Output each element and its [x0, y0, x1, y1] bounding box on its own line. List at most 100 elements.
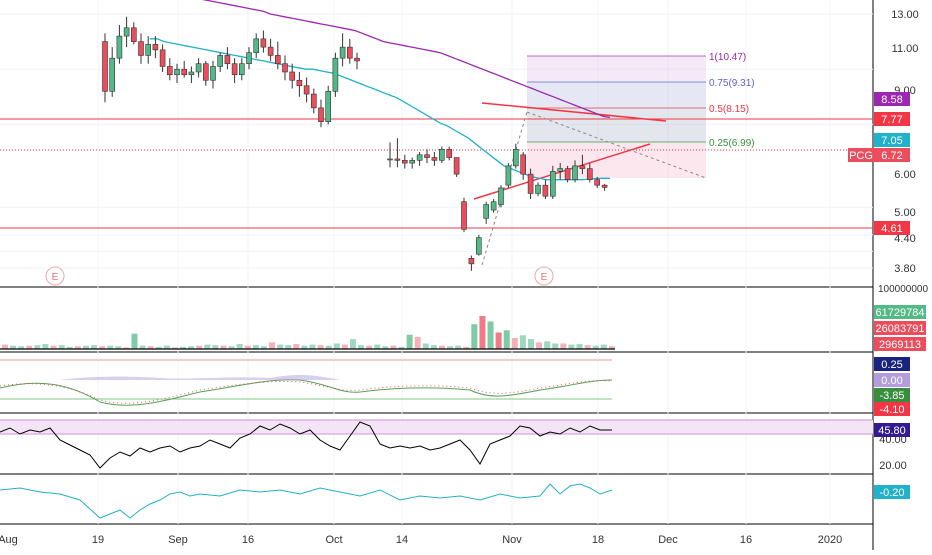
candle-body [572, 165, 578, 180]
volume-bar [293, 344, 300, 349]
fib-label: 0.5(8.15) [709, 104, 749, 115]
candle-body [431, 157, 438, 161]
candle-body [217, 55, 223, 67]
volume-bar [50, 345, 57, 349]
projection-line-down [526, 111, 707, 179]
price-axis-label: 3.80 [894, 263, 915, 275]
candle-body [289, 71, 296, 81]
volume-bar [244, 345, 251, 349]
volume-bar [91, 345, 98, 349]
fib-zone-lower [527, 108, 706, 142]
candle-body [601, 184, 608, 188]
stoch-badge-2-text: 0.00 [881, 375, 902, 387]
rsi-badge-text: 45.80 [878, 425, 906, 437]
candle-body [520, 154, 527, 175]
volume-bar [212, 345, 219, 349]
volume-bar [398, 346, 405, 349]
projection-line-up [481, 111, 528, 266]
time-axis-label: 14 [396, 534, 408, 546]
vol-badge-1 [874, 305, 926, 319]
volume-bar [301, 345, 308, 349]
volume-bar [576, 344, 583, 349]
badge-705 [874, 133, 910, 147]
earnings-marker [45, 266, 65, 286]
volume-bar [26, 345, 33, 349]
volume-bar [58, 345, 65, 349]
candle-body [579, 165, 586, 169]
volume-bar [333, 343, 340, 349]
volume-bar [123, 347, 130, 349]
candle-body [483, 204, 490, 219]
badge-last [874, 148, 910, 162]
volume-axis-label: 100000000 [878, 284, 928, 295]
volume-bar [560, 343, 567, 349]
osc-badge-text: -0.20 [879, 487, 904, 499]
stoch-badge-4-text: -4.10 [879, 404, 904, 416]
badge-858-text: 8.58 [881, 94, 902, 106]
candle-body [231, 63, 238, 76]
candle-body [239, 63, 245, 76]
time-axis-label: Aug [0, 534, 18, 546]
stoch-d-line [0, 380, 613, 404]
oscillator-line [0, 483, 613, 519]
stoch-badge-4 [874, 402, 910, 416]
candle-body [174, 68, 180, 76]
candle-body [131, 27, 137, 42]
badge-777-text: 7.77 [881, 114, 902, 126]
badge-777 [874, 112, 910, 126]
volume-bar [220, 345, 227, 349]
candle-body [109, 57, 115, 92]
price-axis-label: 13.00 [891, 9, 919, 21]
stoch-badge-1-text: 0.25 [881, 359, 902, 371]
volume-bar [82, 345, 89, 349]
volume-bar [74, 346, 81, 349]
candle-body [303, 85, 310, 95]
volume-bar [527, 339, 534, 349]
vol-badge-3 [874, 337, 926, 351]
time-axis-label: 16 [242, 534, 254, 546]
volume-bar [155, 346, 162, 349]
volume-bar [99, 346, 106, 349]
trendline-upper [481, 102, 667, 122]
candle-body [401, 160, 408, 164]
symbol-tag-text: PCG [849, 150, 873, 162]
volume-bar [544, 341, 551, 349]
candle-body [453, 157, 460, 175]
candle-body [409, 160, 416, 164]
candle-body [535, 184, 541, 194]
earnings-marker-label: E [541, 272, 548, 283]
volume-bar [309, 344, 316, 349]
candle-body [394, 158, 401, 161]
volume-bar [552, 343, 559, 349]
volume-bar [10, 345, 17, 349]
candle-body [354, 57, 360, 62]
candle-body [310, 93, 317, 109]
volume-bar [42, 344, 49, 349]
stoch-k-line [0, 379, 613, 406]
candle-body [274, 55, 281, 64]
candle-body [167, 66, 173, 76]
fib-zone-top [527, 56, 706, 82]
candle-body [416, 154, 423, 161]
candle-body [446, 148, 453, 158]
volume-bar [163, 345, 170, 349]
earnings-marker-label: E [52, 272, 59, 283]
candle-body [102, 41, 108, 92]
volume-bar [358, 345, 365, 349]
candle-body [461, 201, 467, 230]
candle-body [387, 158, 393, 161]
badge-461-text: 4.61 [881, 223, 902, 235]
fib-label: 1(10.47) [709, 52, 746, 63]
volume-bar [107, 345, 114, 349]
time-axis-label: 19 [92, 534, 104, 546]
candle-body [267, 46, 274, 56]
candle-body [203, 63, 209, 81]
candle-body [138, 41, 144, 56]
candle-body [586, 168, 593, 180]
candle-body [253, 38, 259, 53]
stoch-badge-2 [874, 373, 910, 387]
volume-bar [188, 346, 195, 349]
volume-bar [228, 346, 235, 349]
volume-bar [471, 324, 478, 349]
